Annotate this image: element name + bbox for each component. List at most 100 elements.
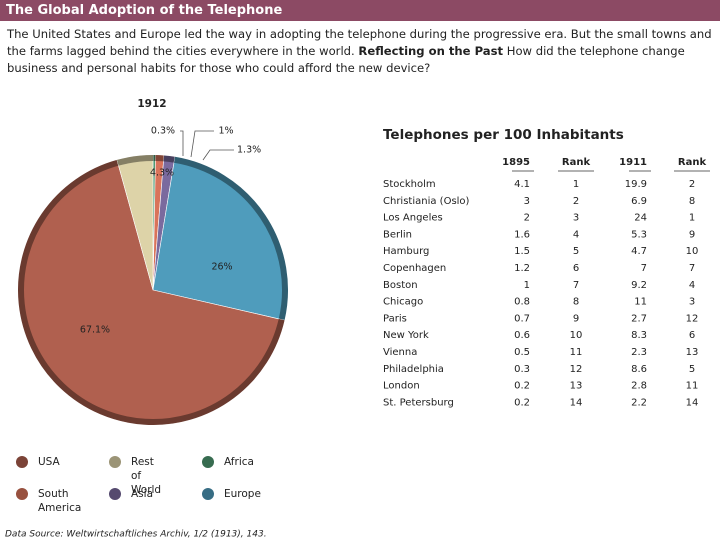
table-cell: 8 (573, 297, 579, 308)
table-cell: 9 (573, 313, 579, 324)
table-city: Vienna (383, 347, 417, 358)
table-cell: 2 (573, 196, 579, 207)
legend-swatch (109, 456, 121, 468)
table-cell: 4.1 (514, 179, 530, 190)
legend-label: Asia (131, 488, 153, 500)
table-cell: 3 (573, 213, 579, 224)
table-cell: 4.7 (631, 246, 647, 257)
table-cell: 1 (573, 179, 579, 190)
legend-label: South America (38, 488, 81, 514)
table-city: Boston (383, 280, 418, 291)
pie-slice-rim (116, 155, 154, 166)
table-cell: 12 (570, 364, 583, 375)
table-cell: 0.5 (514, 347, 530, 358)
table-cell: 0.8 (514, 297, 530, 308)
table-cell: 0.3 (514, 364, 530, 375)
table-cell: 3 (524, 196, 530, 207)
table-city: Copenhagen (383, 263, 446, 274)
table-cell: 10 (570, 330, 583, 341)
table-cell: 24 (634, 213, 647, 224)
table-cell: 13 (686, 347, 699, 358)
legend-swatch (16, 488, 28, 500)
table-city: Paris (383, 313, 407, 324)
table-cell: 5 (689, 364, 695, 375)
table-city: Hamburg (383, 246, 429, 257)
intro-text: The United States and Europe led the way… (7, 27, 712, 58)
intro: The United States and Europe led the way… (7, 26, 713, 77)
leader-line (190, 130, 214, 158)
legend-label: Europe (224, 488, 261, 500)
table-cell: 0.7 (514, 313, 530, 324)
table-cell: 4 (573, 229, 579, 240)
table-cell: 6 (689, 330, 695, 341)
table-cell: 1 (524, 280, 530, 291)
pie-slice-rim (173, 156, 288, 321)
page-title: The Global Adoption of the Telephone (0, 0, 720, 21)
slice-label: 67.1% (80, 325, 110, 336)
table-cell: 8 (689, 196, 695, 207)
table-cell: 14 (570, 397, 583, 408)
table-city: Chicago (383, 297, 423, 308)
table-city: London (383, 381, 420, 392)
table-cell: 2.3 (631, 347, 647, 358)
table-city: Los Angeles (383, 213, 443, 224)
table-cell: 7 (689, 263, 695, 274)
table-cell: 1.2 (514, 263, 530, 274)
table-cell: 0.2 (514, 397, 530, 408)
table-cell: 7 (641, 263, 647, 274)
pie-slice-rim (18, 159, 285, 425)
table-cell: 12 (686, 313, 699, 324)
table-city: New York (383, 330, 429, 341)
table-cell: 0.2 (514, 381, 530, 392)
table-cell: 10 (686, 246, 699, 257)
leader-line (180, 130, 184, 156)
table-header: 1895 (502, 157, 530, 168)
table-cell: 11 (686, 381, 699, 392)
table-cell: 0.6 (514, 330, 530, 341)
legend-swatch (202, 456, 214, 468)
intro-question: How did the telephone change business an… (7, 44, 685, 75)
legend-swatch (16, 456, 28, 468)
table-cell: 6 (573, 263, 579, 274)
table-cell: 1 (689, 213, 695, 224)
table-cell: 19.9 (625, 179, 647, 190)
table-city: St. Petersburg (383, 397, 454, 408)
table-cell: 8.6 (631, 364, 647, 375)
table-cell: 5.3 (631, 229, 647, 240)
table-cell: 2 (689, 179, 695, 190)
source: Data Source: Weltwirtschaftliches Archiv… (5, 530, 267, 540)
chart-title: 1912 (137, 98, 166, 110)
intro-label: Reflecting on the Past (358, 44, 504, 58)
slice-label: 1% (218, 126, 233, 137)
table-city: Berlin (383, 229, 412, 240)
table-title: Telephones per 100 Inhabitants (383, 127, 624, 143)
table-cell: 7 (573, 280, 579, 291)
table-cell: 8.3 (631, 330, 647, 341)
table-cell: 1.6 (514, 229, 530, 240)
leader-line (202, 149, 234, 161)
table-header: 1911 (619, 157, 647, 168)
table-cell: 6.9 (631, 196, 647, 207)
slice-label: 26% (211, 262, 232, 273)
table-cell: 2.7 (631, 313, 647, 324)
table-city: Philadelphia (383, 364, 444, 375)
legend-label: Rest of World (131, 456, 161, 496)
legend-label: USA (38, 456, 61, 468)
slice-label: 4.3% (150, 168, 174, 179)
slice-label: 0.3% (151, 126, 175, 137)
table-header: Rank (678, 157, 707, 168)
table-cell: 1.5 (514, 246, 530, 257)
table-cell: 5 (573, 246, 579, 257)
table-city: Stockholm (383, 179, 436, 190)
legend-swatch (109, 488, 121, 500)
legend-label: Africa (224, 456, 254, 468)
table-cell: 2.2 (631, 397, 647, 408)
table-cell: 2.8 (631, 381, 647, 392)
table-cell: 11 (570, 347, 583, 358)
table-header: Rank (562, 157, 591, 168)
table-cell: 2 (524, 213, 530, 224)
table-cell: 13 (570, 381, 583, 392)
table-cell: 4 (689, 280, 695, 291)
